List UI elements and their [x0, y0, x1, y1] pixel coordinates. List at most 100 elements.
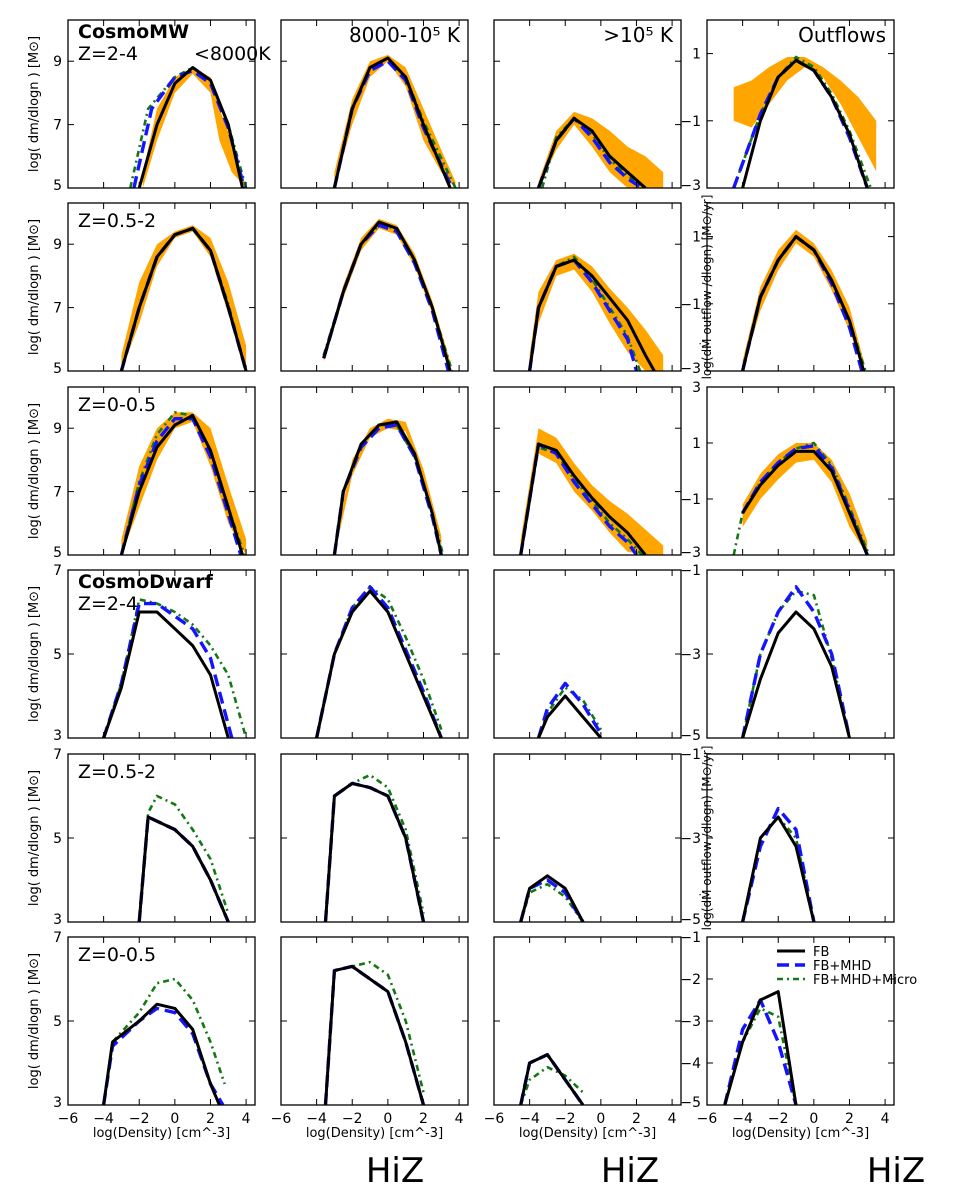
series-line-fb-mhd-micro-2-2 — [519, 445, 643, 555]
column-title: >10⁵ K — [603, 23, 674, 47]
row-label: Z=0.5-2 — [78, 761, 156, 783]
series-line-fb-1-3 — [741, 235, 866, 371]
y-axis-label-mass: log( dm/dlogn ) [M⊙] — [27, 586, 42, 722]
y-tick-label: −3 — [680, 178, 701, 194]
scatter-band-0-2 — [538, 111, 664, 188]
panel-frame-5-1 — [280, 936, 469, 1106]
series-line-fb-mhd-micro-4-1 — [324, 773, 425, 922]
series-line-fb-5-1 — [324, 964, 425, 1105]
series-line-fb-mhd-4-3 — [740, 806, 816, 922]
series-line-fb-mhd-micro-5-3 — [723, 1007, 798, 1105]
y-tick-label: 1 — [692, 47, 701, 63]
y-tick-label: 3 — [53, 728, 62, 744]
y-tick-label: 5 — [53, 831, 62, 847]
x-axis-label: log(Density) [cm^-3] — [519, 1126, 656, 1141]
series-line-fb-0-0 — [137, 66, 244, 188]
column-title: Outflows — [798, 23, 886, 47]
panel-frame-1-3 — [706, 202, 895, 372]
x-tick-label: 4 — [881, 1111, 890, 1127]
x-tick-label: −4 — [519, 1111, 540, 1127]
x-axis-label: log(Density) [cm^-3] — [93, 1126, 230, 1141]
series-line-fb-mhd-5-3 — [723, 998, 798, 1105]
y-tick-label: 1 — [692, 436, 701, 452]
y-tick-label: −5 — [680, 912, 701, 928]
series-line-fb-mhd-micro-5-2 — [519, 1065, 584, 1105]
y-tick-label: 3 — [53, 1095, 62, 1111]
temperature-label: <8000K — [194, 43, 271, 65]
series-line-fb-2-3 — [741, 449, 869, 555]
x-tick-label: −4 — [306, 1111, 327, 1127]
series-line-fb-0-3 — [741, 58, 869, 188]
y-tick-label: 7 — [53, 118, 62, 134]
y-tick-label: 1 — [692, 230, 701, 246]
y-tick-label: −1 — [680, 492, 701, 508]
y-axis-label-mass: log( dm/dlogn ) [M⊙] — [27, 770, 42, 906]
y-tick-label: −3 — [680, 361, 701, 377]
y-axis-label-outflow: log(dṀ outflow /dlogn) [M⊙/yr] — [699, 746, 714, 931]
legend-label: FB+MHD+Micro — [813, 973, 917, 988]
series-line-fb-mhd-5-0 — [101, 1006, 225, 1105]
y-axis-label-mass: log( dm/dlogn ) [M⊙] — [27, 953, 42, 1089]
x-tick-label: 2 — [419, 1111, 428, 1127]
series-line-fb-2-0 — [119, 414, 244, 555]
series-line-fb-mhd-3-0 — [101, 601, 234, 738]
series-line-fb-4-3 — [741, 815, 816, 922]
panel-frame-0-2 — [493, 19, 682, 189]
series-line-fb-3-1 — [315, 589, 443, 738]
legend-label: FB+MHD — [813, 959, 871, 974]
series-line-fb-1-0 — [119, 226, 248, 371]
panel-frame-1-1 — [280, 202, 469, 372]
x-tick-label: −2 — [768, 1111, 789, 1127]
y-tick-label: −1 — [680, 114, 701, 130]
series-line-fb-4-0 — [137, 815, 230, 922]
y-tick-label: 5 — [53, 647, 62, 663]
y-tick-label: 9 — [53, 237, 62, 253]
x-tick-label: −4 — [93, 1111, 114, 1127]
series-line-fb-mhd-micro-1-2 — [528, 255, 642, 371]
y-tick-label: 5 — [53, 178, 62, 194]
y-tick-label: −1 — [680, 747, 701, 763]
y-axis-label-outflow: log(dṀ outflow /dlogn) [M⊙/yr] — [699, 195, 714, 380]
x-tick-label: −6 — [697, 1111, 718, 1127]
y-tick-label: −2 — [680, 972, 701, 988]
y-tick-label: 9 — [53, 421, 62, 437]
scatter-band-2-2 — [520, 428, 664, 555]
series-line-fb-2-2 — [519, 442, 647, 555]
row-label: Z=2-4 — [78, 43, 138, 65]
scatter-band-0-1 — [334, 54, 456, 188]
x-tick-label: 0 — [383, 1111, 392, 1127]
y-tick-label: −3 — [680, 647, 701, 663]
series-line-fb-mhd-0-0 — [132, 69, 246, 188]
panel-frame-2-2 — [493, 386, 682, 556]
scatter-band-0-0 — [142, 67, 247, 188]
y-tick-label: 7 — [53, 930, 62, 946]
series-line-fb-4-1 — [324, 781, 425, 922]
series-line-fb-mhd-2-0 — [119, 417, 243, 555]
series-line-fb-mhd-micro-0-3 — [732, 55, 873, 188]
y-tick-label: −3 — [680, 545, 701, 561]
hiz-label: HiZ — [366, 1151, 424, 1191]
series-line-fb-0-1 — [332, 56, 452, 188]
hiz-label: HiZ — [867, 1151, 925, 1191]
hiz-label: HiZ — [601, 1151, 659, 1191]
panel-frame-4-1 — [280, 753, 469, 923]
series-line-fb-5-2 — [519, 1053, 585, 1105]
y-tick-label: 3 — [692, 380, 701, 396]
series-line-fb-mhd-3-3 — [740, 585, 852, 738]
panel-frame-0-0 — [67, 19, 256, 189]
x-tick-label: −2 — [342, 1111, 363, 1127]
x-tick-label: −6 — [484, 1111, 505, 1127]
scatter-band-1-3 — [742, 229, 864, 371]
x-axis-label: log(Density) [cm^-3] — [732, 1126, 869, 1141]
x-tick-label: 4 — [242, 1111, 251, 1127]
panel-frame-2-0 — [67, 386, 256, 556]
panel-frame-0-3 — [706, 19, 895, 189]
y-tick-label: 3 — [53, 912, 62, 928]
series-line-fb-mhd-micro-0-2 — [540, 117, 647, 188]
y-tick-label: −4 — [680, 1056, 701, 1072]
x-tick-label: 0 — [809, 1111, 818, 1127]
y-tick-label: −1 — [680, 930, 701, 946]
panel-frame-2-3 — [706, 386, 895, 556]
y-tick-label: 7 — [53, 301, 62, 317]
